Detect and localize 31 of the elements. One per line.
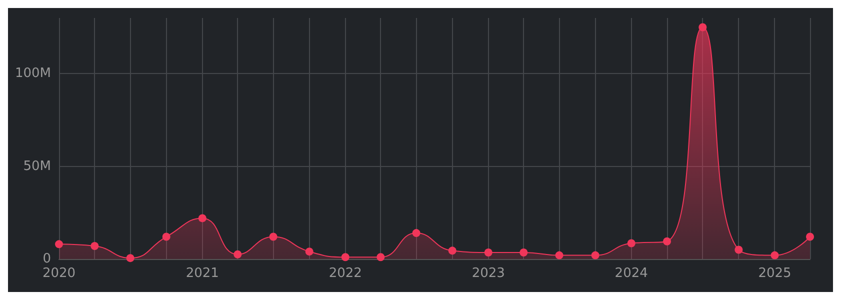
point [770,251,779,260]
x-tick-label: 2021 [186,266,219,281]
point [55,240,63,248]
x-tick-label: 2022 [328,266,362,281]
point [663,237,672,246]
point [341,253,350,262]
y-tick-label: 100M [14,66,51,82]
point [520,248,528,257]
x-tick-label: 2023 [472,266,505,281]
point [627,239,636,248]
point [126,254,134,262]
point [806,232,814,241]
x-tick-label: 2020 [42,266,76,281]
point [305,248,314,256]
y-tick-label: 50M [23,158,51,174]
point [376,253,385,262]
point [90,242,99,250]
point [234,250,242,258]
x-tick-label: 2025 [758,266,792,281]
point [162,232,170,241]
point [555,251,564,260]
point [269,232,278,241]
point [412,229,420,238]
point [591,251,600,260]
y-tick-label: 0 [42,252,51,266]
point [198,214,206,222]
point [484,248,492,257]
point [698,23,707,32]
point [734,246,743,254]
point [448,246,456,255]
x-tick-label: 2024 [614,266,648,281]
